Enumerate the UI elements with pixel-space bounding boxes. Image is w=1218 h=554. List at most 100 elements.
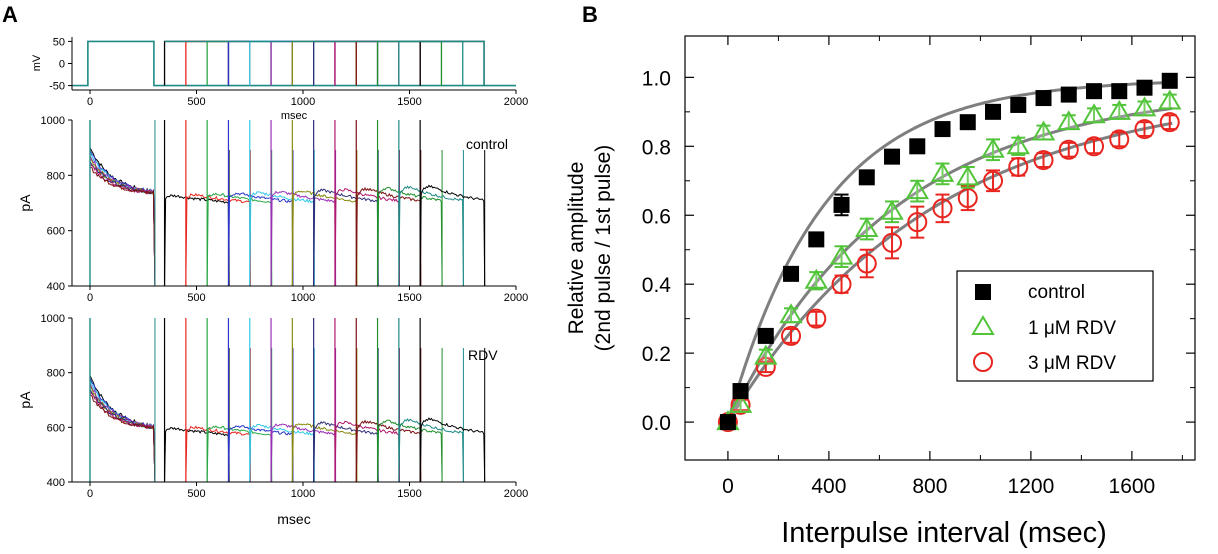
rdv-annotation: RDV — [468, 347, 498, 363]
point-rdv1 — [1082, 103, 1106, 124]
point-rdv1 — [779, 303, 803, 324]
x-tick-label: 2000 — [504, 488, 528, 500]
second-pulse-current-trace — [355, 186, 422, 287]
point-control — [985, 103, 1002, 120]
second-pulse-current-trace — [398, 418, 464, 483]
point-rdv3 — [1058, 139, 1079, 160]
point-control — [1111, 83, 1128, 100]
protocol-second-pulse — [270, 40, 336, 86]
point-control — [808, 231, 825, 248]
point-control — [1136, 79, 1153, 96]
second-pulse-current-trace — [334, 188, 400, 287]
point-rdv3 — [856, 253, 877, 274]
point-rdv3 — [983, 170, 1004, 191]
y-tick-label: 0.4 — [642, 274, 672, 297]
protocol-second-pulse — [398, 40, 464, 86]
recovery-legend: control 1 μM RDV 3 μM RDV — [956, 270, 1154, 382]
first-pulse-current-trace — [89, 166, 156, 287]
legend-marker-rdv1 — [971, 315, 995, 335]
point-control — [1060, 86, 1077, 103]
x-tick-label: 500 — [187, 488, 205, 500]
y-tick-label: 0 — [59, 59, 65, 71]
control-currents-chart: 400 600 800 1000 0 500 1000 1500 2000 pA control — [17, 115, 528, 304]
x-tick-label: 0 — [87, 292, 93, 304]
recovery-ticks: 0.0 0.2 0.4 0.6 0.8 1.0 0 400 800 1200 1600 — [642, 36, 1195, 498]
first-pulse-current-trace — [89, 390, 156, 483]
point-rdv1 — [1158, 89, 1182, 110]
second-pulse-current-trace — [398, 185, 464, 287]
protocol-traces — [72, 40, 516, 87]
control-annotation: control — [466, 136, 508, 152]
protocol-second-pulse — [227, 40, 293, 86]
control-y-label: pA — [17, 194, 33, 212]
point-rdv1 — [981, 137, 1005, 158]
x-tick-label: 500 — [187, 292, 205, 304]
first-pulse-current-trace — [89, 157, 156, 287]
second-pulse-current-trace — [164, 426, 230, 483]
point-control — [858, 169, 875, 186]
protocol-second-pulse — [249, 40, 315, 86]
point-rdv3 — [1033, 150, 1054, 171]
point-rdv3 — [932, 198, 953, 219]
recovery-data-points — [716, 72, 1182, 433]
y-tick-label: 0.8 — [642, 136, 671, 159]
point-rdv3 — [1084, 136, 1105, 157]
second-pulse-current-trace — [164, 194, 230, 287]
second-pulse-current-trace — [313, 188, 379, 287]
recovery-y-label-2: (2nd pulse / 1st pulse) — [592, 145, 615, 352]
point-control — [934, 121, 951, 138]
recovery-y-label: Relative amplitude — [565, 162, 588, 335]
protocol-second-pulse — [206, 40, 272, 86]
point-control — [959, 114, 976, 131]
point-rdv3 — [957, 188, 978, 209]
rdv-y-label: pA — [17, 391, 33, 409]
x-tick-label: 2000 — [504, 96, 528, 108]
point-rdv3 — [831, 274, 852, 295]
y-tick-label: 400 — [47, 281, 65, 293]
second-pulse-current-trace — [227, 192, 294, 287]
rdv-currents-chart: 400 600 800 1000 0 500 1000 1500 2000 pA msec RD… — [17, 313, 528, 527]
legend-label-control: control — [1028, 282, 1085, 303]
point-control — [1010, 96, 1027, 113]
x-tick-label: 1200 — [1008, 475, 1055, 498]
second-pulse-current-trace — [313, 421, 379, 483]
second-pulse-current-trace — [270, 423, 337, 483]
x-tick-label: 1000 — [291, 292, 315, 304]
point-rdv1 — [855, 217, 879, 238]
point-rdv1 — [1031, 120, 1056, 141]
y-tick-label: 1.0 — [642, 67, 671, 90]
point-rdv1 — [880, 199, 904, 220]
point-rdv1 — [1006, 134, 1031, 155]
y-tick-label: 400 — [47, 477, 65, 489]
recovery-plot-frame — [684, 35, 1196, 461]
point-control — [909, 138, 926, 155]
first-pulse-current-trace — [89, 377, 156, 483]
point-control — [1161, 72, 1178, 89]
second-pulse-current-trace — [270, 190, 337, 287]
protocol-x-label: msec — [281, 110, 308, 122]
y-tick-label: -50 — [49, 81, 65, 93]
point-rdv1 — [728, 392, 753, 413]
protocol-second-pulse — [185, 40, 251, 86]
y-tick-label: 800 — [47, 368, 65, 380]
first-pulse-current-trace — [89, 375, 156, 483]
point-rdv3 — [1008, 156, 1029, 177]
y-tick-label: 50 — [53, 36, 65, 48]
x-tick-label: 0 — [87, 488, 93, 500]
point-rdv1 — [829, 244, 854, 265]
point-rdv1 — [754, 344, 778, 365]
point-rdv3 — [781, 325, 802, 346]
second-pulse-current-trace — [377, 419, 443, 483]
second-pulse-current-trace — [249, 423, 315, 483]
point-rdv3 — [1159, 112, 1180, 133]
protocol-second-pulse — [376, 40, 443, 86]
x-tick-label: 800 — [912, 475, 947, 498]
protocol-y-label: mV — [31, 54, 43, 71]
second-pulse-current-trace — [185, 425, 251, 483]
x-tick-label: 1500 — [397, 488, 421, 500]
x-tick-label: 400 — [811, 475, 846, 498]
recovery-chart: 0.0 0.2 0.4 0.6 0.8 1.0 0 400 800 1200 1600 Relati… — [565, 35, 1196, 549]
x-tick-label: 1000 — [291, 488, 315, 500]
